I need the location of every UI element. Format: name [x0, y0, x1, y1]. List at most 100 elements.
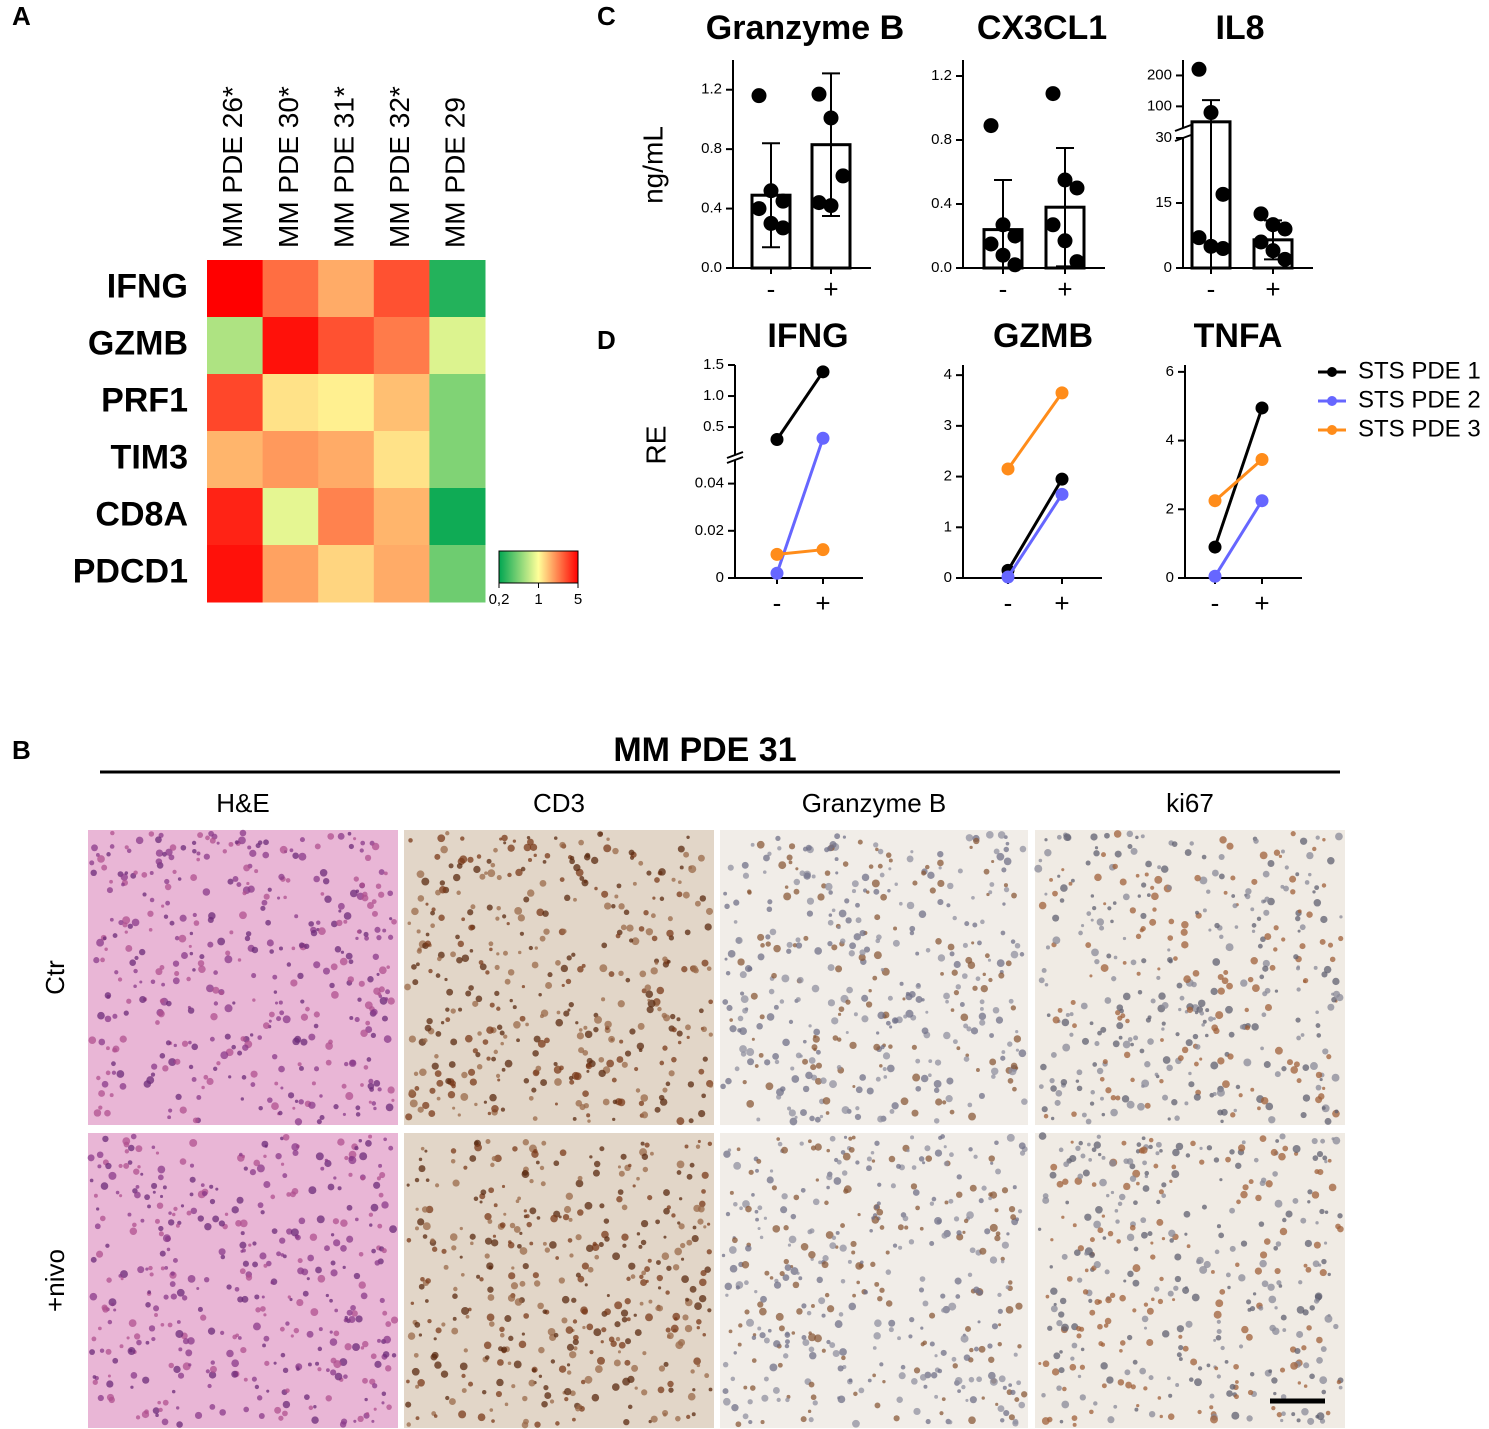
- tissue-cell: [951, 969, 958, 976]
- tissue-cell: [1227, 1285, 1231, 1290]
- tissue-cell: [472, 1048, 478, 1054]
- tissue-cell: [196, 1095, 202, 1100]
- tissue-cell: [1292, 1198, 1299, 1204]
- tissue-cell: [334, 946, 342, 953]
- tissue-cell: [1167, 935, 1174, 941]
- data-point: [1055, 386, 1069, 400]
- tissue-cell: [196, 1287, 200, 1291]
- tissue-cell: [272, 974, 278, 980]
- tissue-cell: [117, 977, 123, 982]
- tissue-cell: [300, 999, 305, 1004]
- tissue-cell: [247, 885, 255, 893]
- tissue-cell: [939, 1411, 944, 1416]
- tissue-cell: [106, 1277, 112, 1283]
- tissue-cell: [1065, 1200, 1070, 1205]
- tissue-cell: [739, 971, 747, 979]
- heat-cell: [373, 317, 430, 375]
- tissue-cell: [525, 1214, 530, 1219]
- heat-cell: [318, 317, 375, 375]
- tissue-cell: [1050, 1305, 1058, 1313]
- tissue-cell: [1093, 1401, 1098, 1406]
- tissue-cell: [831, 944, 838, 951]
- tissue-cell: [905, 1009, 914, 1018]
- tissue-cell: [452, 1179, 460, 1187]
- tissue-cell: [547, 972, 553, 978]
- tissue-cell: [126, 848, 132, 854]
- tissue-cell: [561, 1295, 570, 1304]
- tissue-cell: [788, 1019, 794, 1025]
- tissue-cell: [639, 1274, 644, 1280]
- data-point: [1007, 228, 1023, 244]
- tissue-cell: [494, 990, 500, 996]
- tissue-cell: [641, 1111, 649, 1119]
- tissue-cell: [777, 1141, 783, 1147]
- tissue-cell: [1233, 1394, 1239, 1400]
- tissue-cell: [693, 1357, 701, 1365]
- tissue-cell: [239, 911, 247, 920]
- tissue-cell: [237, 1336, 242, 1340]
- tissue-cell: [1071, 1111, 1077, 1117]
- tissue-cell: [291, 1143, 300, 1151]
- heat-cell: [318, 488, 375, 546]
- tissue-cell: [624, 1359, 631, 1366]
- data-point: [1255, 452, 1269, 466]
- stain-label: CD3: [533, 788, 585, 818]
- tissue-cell: [171, 1389, 176, 1394]
- tissue-cell: [768, 988, 775, 995]
- tissue-cell: [919, 1276, 926, 1282]
- tissue-cell: [742, 872, 750, 879]
- tissue-cell: [813, 1028, 821, 1036]
- tissue-cell: [508, 1272, 516, 1280]
- tissue-cell: [1176, 1325, 1185, 1333]
- tissue-cell: [535, 1065, 542, 1072]
- tissue-cell: [1225, 1272, 1231, 1278]
- tissue-cell: [506, 921, 510, 926]
- tissue-cell: [370, 1203, 379, 1212]
- tissue-cell: [1238, 1093, 1243, 1098]
- tissue-cell: [638, 1244, 643, 1249]
- tissue-cell: [330, 1260, 336, 1266]
- tissue-cell: [231, 1370, 239, 1378]
- tissue-cell: [536, 908, 545, 917]
- tissue-cell: [315, 1152, 324, 1161]
- tissue-cell: [130, 1372, 138, 1379]
- tissue-cell: [453, 1286, 458, 1292]
- tissue-cell: [781, 1193, 788, 1200]
- tissue-cell: [150, 979, 156, 985]
- tissue-cell: [197, 832, 204, 839]
- tissue-cell: [1052, 1016, 1060, 1024]
- tissue-cell: [829, 1342, 836, 1349]
- tissue-cell: [189, 931, 194, 936]
- tissue-cell: [386, 965, 390, 969]
- data-point: [1069, 254, 1085, 270]
- tissue-cell: [203, 1074, 209, 1080]
- tissue-cell: [517, 1196, 522, 1201]
- tissue-cell: [1051, 1368, 1060, 1376]
- tissue-cell: [354, 1146, 359, 1151]
- tissue-cell: [418, 1333, 423, 1337]
- tissue-cell: [826, 1339, 831, 1345]
- tissue-cell: [391, 918, 397, 925]
- tissue-cell: [594, 886, 598, 891]
- tissue-cell: [835, 871, 839, 875]
- tissue-cell: [351, 1310, 358, 1317]
- tissue-cell: [1049, 878, 1053, 882]
- tissue-cell: [628, 1163, 632, 1168]
- tissue-cell: [282, 1400, 291, 1409]
- micrograph: [720, 830, 1028, 1126]
- tissue-cell: [1176, 1352, 1182, 1358]
- tissue-cell: [241, 1154, 245, 1159]
- tissue-cell: [182, 1338, 190, 1345]
- y-axis-label: ng/mL: [637, 126, 668, 204]
- tissue-cell: [129, 959, 136, 967]
- tissue-cell: [277, 896, 281, 900]
- tissue-cell: [242, 1044, 249, 1051]
- tissue-cell: [956, 1233, 964, 1241]
- tissue-cell: [173, 1365, 181, 1374]
- tissue-cell: [406, 1183, 410, 1187]
- tissue-cell: [1273, 1391, 1277, 1396]
- data-point: [763, 183, 779, 199]
- tissue-cell: [485, 1139, 491, 1145]
- tissue-cell: [1337, 1213, 1343, 1219]
- tissue-cell: [252, 998, 256, 1002]
